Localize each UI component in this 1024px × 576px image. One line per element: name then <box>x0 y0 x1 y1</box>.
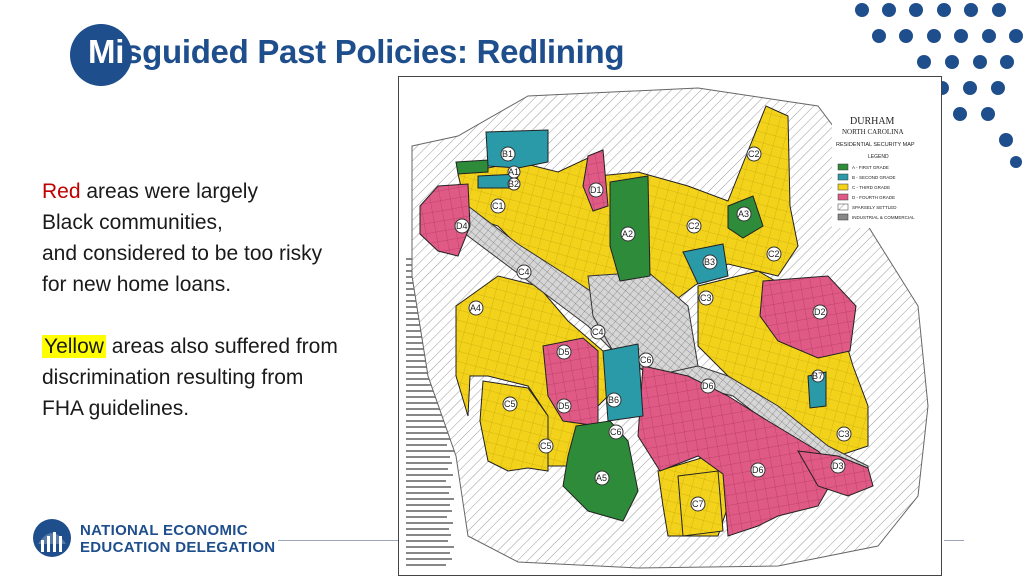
zone-b6 <box>602 343 644 422</box>
zone-d2 <box>759 275 857 359</box>
para2-line1: areas also suffered from <box>105 335 338 358</box>
zone-label: C2 <box>688 221 700 231</box>
para2-line3: FHA guidelines. <box>42 397 190 420</box>
red-keyword: Red <box>42 180 81 203</box>
zone-label: D5 <box>558 401 570 411</box>
zone-label: C5 <box>504 399 516 409</box>
title-accent-circle <box>70 24 132 86</box>
zone-label: A5 <box>596 473 607 483</box>
para1-line3: and considered to be too risky <box>42 242 323 265</box>
organization-logo-icon <box>33 519 71 557</box>
zone-label: C6 <box>640 355 652 365</box>
zone-d6 <box>637 365 839 537</box>
legend-entry: B - SECOND GRADE <box>852 175 896 180</box>
map-title: RESIDENTIAL SECURITY MAP <box>836 142 915 148</box>
title-first-letter: Mi <box>88 33 125 70</box>
organization-name: NATIONAL ECONOMIC EDUCATION DELEGATION <box>80 522 275 556</box>
zone-label: C2 <box>748 149 760 159</box>
page-title: Misguided Past Policies: Redlining <box>88 33 625 71</box>
zone-label: C4 <box>592 327 604 337</box>
zone-label: D6 <box>752 465 764 475</box>
zone-label: A1 <box>508 167 519 177</box>
zone-label: C5 <box>540 441 552 451</box>
para2-line2: discrimination resulting from <box>42 366 304 389</box>
legend-list: A - FIRST GRADE B - SECOND GRADE C - THI… <box>837 163 915 221</box>
zone-label: C6 <box>610 427 622 437</box>
redlining-map-image: B1 A1 B2 D1 C1 A2 C2 C2 A3 B3 C2 D4 C4 A… <box>398 76 942 576</box>
zone-label: C4 <box>518 267 530 277</box>
zone-a1 <box>455 159 489 175</box>
legend-entry: INDUSTRIAL & COMMERCIAL <box>852 215 915 220</box>
map-state: NORTH CAROLINA <box>842 128 904 136</box>
map-title-block: DURHAM NORTH CAROLINA RESIDENTIAL SECURI… <box>832 110 934 228</box>
org-line1: NATIONAL ECONOMIC <box>80 522 248 539</box>
body-text: Red areas were largely Black communities… <box>42 176 382 424</box>
zone-label: C1 <box>492 201 504 211</box>
paragraph-yellow: Yellow areas also suffered from discrimi… <box>42 331 382 424</box>
zone-label: B6 <box>608 395 619 405</box>
zone-label: A4 <box>470 303 481 313</box>
legend-title: LEGEND <box>868 154 889 160</box>
zone-label: D3 <box>832 461 844 471</box>
zone-b1 <box>485 129 549 169</box>
zone-label: D4 <box>456 221 468 231</box>
zone-d3 <box>797 450 874 497</box>
zone-label: B7 <box>812 371 823 381</box>
zone-label: C2 <box>768 249 780 259</box>
zone-label: D6 <box>702 381 714 391</box>
zone-label: B3 <box>704 257 715 267</box>
zone-label: A3 <box>738 209 749 219</box>
zone-label: A2 <box>622 229 633 239</box>
decorative-dots <box>855 3 1023 168</box>
zone-d1 <box>582 149 609 212</box>
para1-line4: for new home loans. <box>42 273 232 296</box>
zone-c-southwest <box>479 380 549 472</box>
para1-line2: Black communities, <box>42 211 223 234</box>
footer-divider <box>278 540 398 541</box>
zone-label-group: B1 A1 B2 D1 C1 A2 C2 C2 A3 B3 C2 D4 C4 A… <box>454 146 852 512</box>
legend-entry: C - THIRD GRADE <box>852 185 890 190</box>
paragraph-red: Red areas were largely Black communities… <box>42 176 382 300</box>
title-rest: sguided Past Policies: Redlining <box>124 33 625 70</box>
zone-d4 <box>419 183 471 257</box>
org-line2: EDUCATION DELEGATION <box>80 539 276 556</box>
para1-line1: areas were largely <box>80 180 258 203</box>
zone-label: B2 <box>508 179 519 189</box>
zone-label: B1 <box>502 149 513 159</box>
zone-label: C3 <box>838 429 850 439</box>
zone-label: D1 <box>590 185 602 195</box>
legend-entry: SPARSELY SETTLED <box>852 205 897 210</box>
zone-label: D5 <box>558 347 570 357</box>
zone-label: C7 <box>692 499 704 509</box>
yellow-keyword-highlight: Yellow <box>42 335 106 358</box>
legend-entry: D - FOURTH GRADE <box>852 195 895 200</box>
footer-divider-right <box>944 540 964 541</box>
zone-label: D2 <box>814 307 826 317</box>
legend-entry: A - FIRST GRADE <box>852 165 889 170</box>
map-city: DURHAM <box>850 116 895 127</box>
zone-label: C3 <box>700 293 712 303</box>
